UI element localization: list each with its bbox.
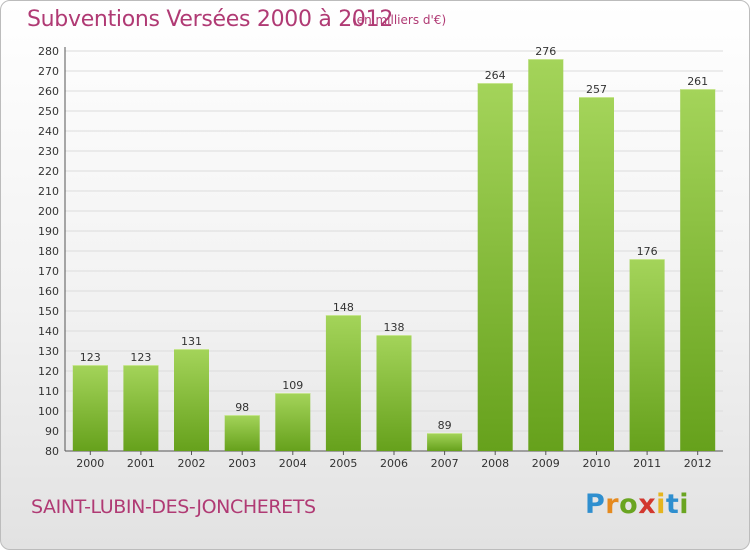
y-tick-label: 220 <box>38 165 59 178</box>
x-tick-label: 2009 <box>532 457 560 470</box>
y-tick-label: 170 <box>38 265 59 278</box>
y-tick-label: 210 <box>38 185 59 198</box>
x-tick-label: 2006 <box>380 457 408 470</box>
data-labels: 123 123 131 98 109 148 138 89 264 276 257 176 261 <box>80 45 708 432</box>
x-tick-label: 2011 <box>633 457 661 470</box>
y-tick-label: 110 <box>38 385 59 398</box>
data-label: 257 <box>586 83 607 96</box>
y-tick-label: 150 <box>38 305 59 318</box>
commune-name: SAINT-LUBIN-DES-JONCHERETS <box>31 496 316 518</box>
bar-2012 <box>680 89 716 451</box>
x-tick-label: 2007 <box>431 457 459 470</box>
y-tick-label: 100 <box>38 405 59 418</box>
bar-2005 <box>325 315 361 451</box>
x-tick-label: 2005 <box>329 457 357 470</box>
data-label: 176 <box>637 245 658 258</box>
data-label: 109 <box>282 379 303 392</box>
x-tick-labels: 2000 2001 2002 2003 2004 2005 2006 2007 2008 2009… <box>76 451 712 470</box>
bar-2006 <box>376 335 412 451</box>
bar-2008 <box>477 83 513 451</box>
y-tick-label: 190 <box>38 225 59 238</box>
x-tick-label: 2001 <box>127 457 155 470</box>
x-tick-label: 2008 <box>481 457 509 470</box>
y-tick-label: 240 <box>38 125 59 138</box>
x-tick-label: 2010 <box>583 457 611 470</box>
y-tick-label: 260 <box>38 85 59 98</box>
y-tick-label: 80 <box>45 445 59 458</box>
y-tick-label: 180 <box>38 245 59 258</box>
data-label: 131 <box>181 335 202 348</box>
bar-2000 <box>72 365 108 451</box>
x-tick-label: 2004 <box>279 457 307 470</box>
y-tick-labels: 80 90 100 110 120 130 140 150 160 170 180 190 200 210… <box>38 45 59 458</box>
y-tick-label: 250 <box>38 105 59 118</box>
data-label: 261 <box>687 75 708 88</box>
y-tick-label: 120 <box>38 365 59 378</box>
y-tick-label: 130 <box>38 345 59 358</box>
data-label: 89 <box>438 419 452 432</box>
bars <box>72 59 716 451</box>
chart-unit: (en milliers d'€) <box>352 13 447 27</box>
data-label: 148 <box>333 301 354 314</box>
bar-2007 <box>427 433 463 451</box>
bar-2010 <box>579 97 614 451</box>
data-label: 123 <box>80 351 101 364</box>
bar-2002 <box>174 349 209 451</box>
bar-2011 <box>629 259 665 451</box>
bar-2004 <box>275 393 311 451</box>
y-tick-label: 270 <box>38 65 59 78</box>
y-tick-label: 200 <box>38 205 59 218</box>
y-tick-label: 90 <box>45 425 59 438</box>
y-tick-label: 280 <box>38 45 59 58</box>
y-tick-label: 230 <box>38 145 59 158</box>
data-label: 138 <box>384 321 405 334</box>
data-label: 276 <box>535 45 556 58</box>
data-label: 264 <box>485 69 506 82</box>
x-tick-label: 2003 <box>228 457 256 470</box>
bar-2003 <box>224 415 260 451</box>
data-label: 98 <box>235 401 249 414</box>
y-tick-label: 160 <box>38 285 59 298</box>
x-tick-label: 2000 <box>76 457 104 470</box>
proxiti-logo: Proxiti <box>585 489 690 520</box>
data-label: 123 <box>130 351 151 364</box>
x-tick-label: 2002 <box>178 457 206 470</box>
x-tick-label: 2012 <box>684 457 712 470</box>
bar-2001 <box>123 365 159 451</box>
bar-2009 <box>528 59 564 451</box>
y-tick-label: 140 <box>38 325 59 338</box>
chart-title: Subventions Versées 2000 à 2012 <box>27 7 394 32</box>
